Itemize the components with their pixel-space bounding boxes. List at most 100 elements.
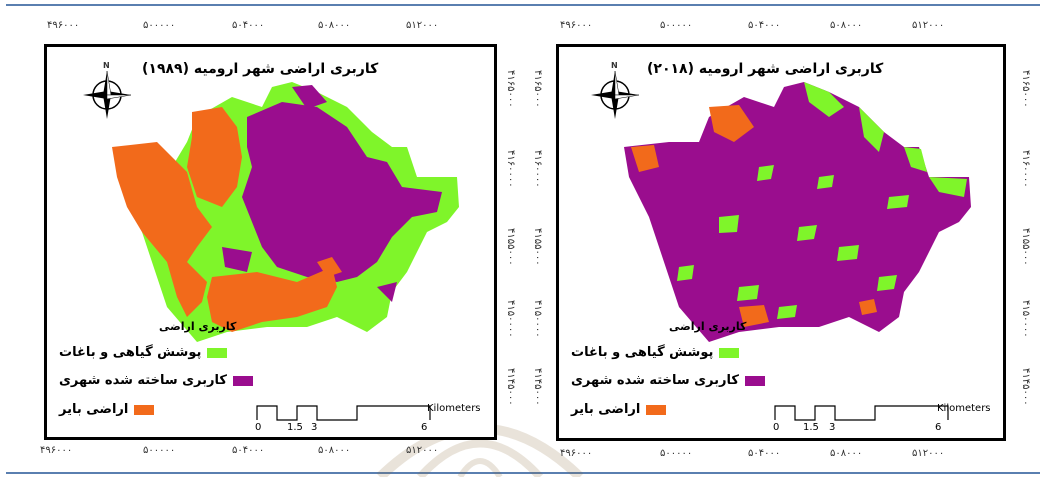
barren-area <box>207 267 337 332</box>
scale-label: 3 <box>311 422 318 433</box>
scale-label: 0 <box>255 422 262 433</box>
y-tick-right: ۴۱۶۵۰۰۰ <box>1020 70 1031 108</box>
legend-swatch-urban <box>744 375 765 386</box>
scale-bar <box>256 405 431 421</box>
vegetation-patch <box>837 245 859 261</box>
x-tick-bottom: ۵۰۴۰۰۰ <box>232 445 265 456</box>
y-tick-right: ۴۱۶۰۰۰۰ <box>1020 150 1031 188</box>
scale-label: 6 <box>935 422 942 433</box>
y-tick-right: ۴۱۶۰۰۰۰ <box>505 150 516 188</box>
compass-rose-icon <box>83 70 132 119</box>
barren-area <box>631 145 659 172</box>
y-tick-right: ۴۱۵۵۰۰۰ <box>505 228 516 266</box>
vegetation-patch <box>777 305 797 319</box>
compass-north-label: N <box>611 61 618 70</box>
scale-label: 1.5 <box>803 422 819 433</box>
vegetation-patch <box>859 107 884 152</box>
map-title: کاربری اراضی شهر ارومیه (۱۹۸۹) <box>142 61 379 77</box>
y-tick-left: ۴۱۶۰۰۰۰ <box>532 150 543 188</box>
x-tick-top: ۵۰۰۰۰۰ <box>660 20 693 31</box>
scale-label: 6 <box>421 422 428 433</box>
y-tick-right: ۴۱۵۵۰۰۰ <box>1020 228 1031 266</box>
urban-patch <box>292 85 327 109</box>
x-tick-top: ۵۰۸۰۰۰ <box>830 20 863 31</box>
legend-title: کاربری اراضی <box>669 320 747 333</box>
x-tick-bottom: ۵۰۰۰۰۰ <box>660 448 693 459</box>
vegetation-patch <box>737 285 759 301</box>
frame-bottom-line <box>6 472 1040 474</box>
legend-swatch-vegetation <box>719 347 740 358</box>
vegetation-patch <box>757 165 774 181</box>
y-tick-right: ۴۱۴۵۰۰۰ <box>505 368 516 406</box>
barren-area <box>739 305 769 327</box>
x-tick-top: ۵۰۴۰۰۰ <box>232 20 265 31</box>
y-tick-left: ۴۱۴۵۰۰۰ <box>532 368 543 406</box>
legend-label: اراضی بایر <box>59 402 129 417</box>
vegetation-patch <box>797 225 817 241</box>
barren-area <box>112 142 212 317</box>
x-tick-bottom: ۵۰۰۰۰۰ <box>143 445 176 456</box>
y-tick-right: ۴۱۵۰۰۰۰ <box>505 300 516 338</box>
vegetation-patch <box>929 177 967 197</box>
x-tick-top: ۴۹۶۰۰۰ <box>47 20 80 31</box>
vegetation-patch <box>817 175 834 189</box>
vegetation-patch <box>804 82 844 117</box>
y-tick-right: ۴۱۴۵۰۰۰ <box>1020 368 1031 406</box>
map-frame-2018: N کاربری اراضی شهر ارومیه (۲۰۱۸) کاربری … <box>556 44 1006 441</box>
legend-swatch-vegetation <box>207 347 228 358</box>
scale-label: 3 <box>829 422 836 433</box>
legend-item-barren: اراضی بایر <box>571 402 667 417</box>
legend-item-urban: کاربری ساخته شده شهری <box>571 373 765 388</box>
y-tick-right: ۴۱۵۰۰۰۰ <box>1020 300 1031 338</box>
x-tick-bottom: ۵۰۴۰۰۰ <box>748 448 781 459</box>
x-tick-top: ۵۰۸۰۰۰ <box>318 20 351 31</box>
x-tick-top: ۵۰۴۰۰۰ <box>748 20 781 31</box>
landuse-map-2018 <box>624 82 971 342</box>
map-panel-2018: ۴۹۶۰۰۰ ۵۰۰۰۰۰ ۵۰۴۰۰۰ ۵۰۸۰۰۰ ۵۱۲۰۰۰ ۴۹۶۰۰… <box>520 0 1046 477</box>
x-tick-top: ۵۱۲۰۰۰ <box>912 20 945 31</box>
barren-area <box>317 257 342 277</box>
x-tick-bottom: ۴۹۶۰۰۰ <box>560 448 593 459</box>
legend-label: پوشش گیاهی و باغات <box>59 345 202 360</box>
scale-bar <box>774 405 949 421</box>
scale-unit: Kilometers <box>937 403 991 414</box>
map-frame-1989: N کاربری اراضی شهر ارومیه (۱۹۸۹) کاربری … <box>44 44 497 440</box>
urban-patch <box>377 282 397 302</box>
x-tick-bottom: ۵۰۸۰۰۰ <box>830 448 863 459</box>
vegetation-patch <box>887 195 909 209</box>
y-tick-left: ۴۱۵۰۰۰۰ <box>532 300 543 338</box>
barren-area <box>187 107 242 207</box>
legend-title: کاربری اراضی <box>159 320 237 333</box>
legend-label: پوشش گیاهی و باغات <box>571 345 714 360</box>
x-tick-bottom: ۵۱۲۰۰۰ <box>912 448 945 459</box>
x-tick-top: ۴۹۶۰۰۰ <box>560 20 593 31</box>
legend-swatch-urban <box>232 375 253 386</box>
scale-label: 0 <box>773 422 780 433</box>
compass-rose-icon <box>591 70 640 119</box>
legend-label: کاربری ساخته شده شهری <box>571 373 739 388</box>
x-tick-top: ۵۰۰۰۰۰ <box>143 20 176 31</box>
legend-item-barren: اراضی بایر <box>59 402 155 417</box>
urban-patch <box>222 247 252 272</box>
frame-top-line <box>6 4 1040 6</box>
map-panel-1989: ۴۹۶۰۰۰ ۵۰۰۰۰۰ ۵۰۴۰۰۰ ۵۰۸۰۰۰ ۵۱۲۰۰۰ ۴۹۶۰۰… <box>0 0 520 477</box>
y-tick-right: ۴۱۶۵۰۰۰ <box>505 70 516 108</box>
legend-swatch-barren <box>134 404 155 415</box>
urban-area <box>624 82 971 342</box>
x-tick-bottom: ۴۹۶۰۰۰ <box>40 445 73 456</box>
x-tick-top: ۵۱۲۰۰۰ <box>406 20 439 31</box>
landuse-map-1989 <box>112 82 459 342</box>
scale-label: 1.5 <box>287 422 303 433</box>
legend-label: کاربری ساخته شده شهری <box>59 373 227 388</box>
vegetation-patch <box>904 147 927 172</box>
barren-area <box>859 299 877 315</box>
y-tick-left: ۴۱۵۵۰۰۰ <box>532 228 543 266</box>
y-tick-left: ۴۱۶۵۰۰۰ <box>532 70 543 108</box>
legend-item-vegetation: پوشش گیاهی و باغات <box>59 345 228 360</box>
urban-area <box>242 102 442 282</box>
legend-item-urban: کاربری ساخته شده شهری <box>59 373 253 388</box>
vegetation-patch <box>719 215 739 233</box>
barren-area <box>709 105 754 142</box>
legend-swatch-barren <box>646 404 667 415</box>
scale-unit: Kilometers <box>427 403 481 414</box>
